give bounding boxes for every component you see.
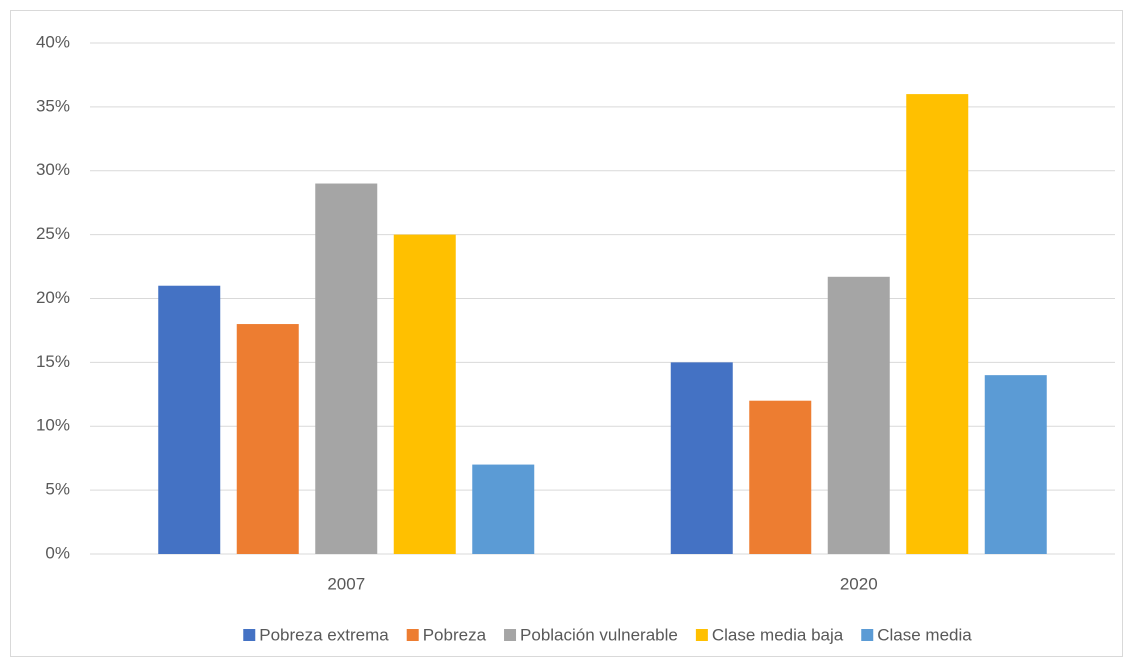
bar <box>984 375 1047 554</box>
bar <box>236 324 299 554</box>
legend-label: Pobreza extrema <box>259 625 389 644</box>
y-tick-label: 40% <box>36 32 70 51</box>
legend-swatch <box>406 629 419 641</box>
bar <box>315 183 378 554</box>
legend-label: Población vulnerable <box>520 625 678 644</box>
bar <box>670 362 733 554</box>
bar <box>472 464 535 554</box>
legend-swatch <box>695 629 708 641</box>
bar <box>158 285 221 554</box>
bar <box>393 234 456 554</box>
legend-swatch <box>861 629 874 641</box>
y-tick-label: 20% <box>36 288 70 307</box>
legend-label: Clase media <box>877 625 972 644</box>
y-tick-label: 5% <box>45 480 70 499</box>
legend-label: Clase media baja <box>712 625 844 644</box>
y-tick-label: 10% <box>36 416 70 435</box>
y-tick-label: 15% <box>36 352 70 371</box>
legend-swatch <box>243 629 256 641</box>
y-tick-label: 35% <box>36 96 70 115</box>
legend-swatch <box>504 629 517 641</box>
bar <box>827 276 890 554</box>
x-tick-label: 2020 <box>840 574 878 593</box>
legend-label: Pobreza <box>423 625 487 644</box>
bar <box>906 94 969 554</box>
y-tick-label: 0% <box>45 543 70 562</box>
y-tick-label: 30% <box>36 160 70 179</box>
bar <box>749 400 812 554</box>
y-tick-label: 25% <box>36 224 70 243</box>
x-tick-label: 2007 <box>327 574 365 593</box>
